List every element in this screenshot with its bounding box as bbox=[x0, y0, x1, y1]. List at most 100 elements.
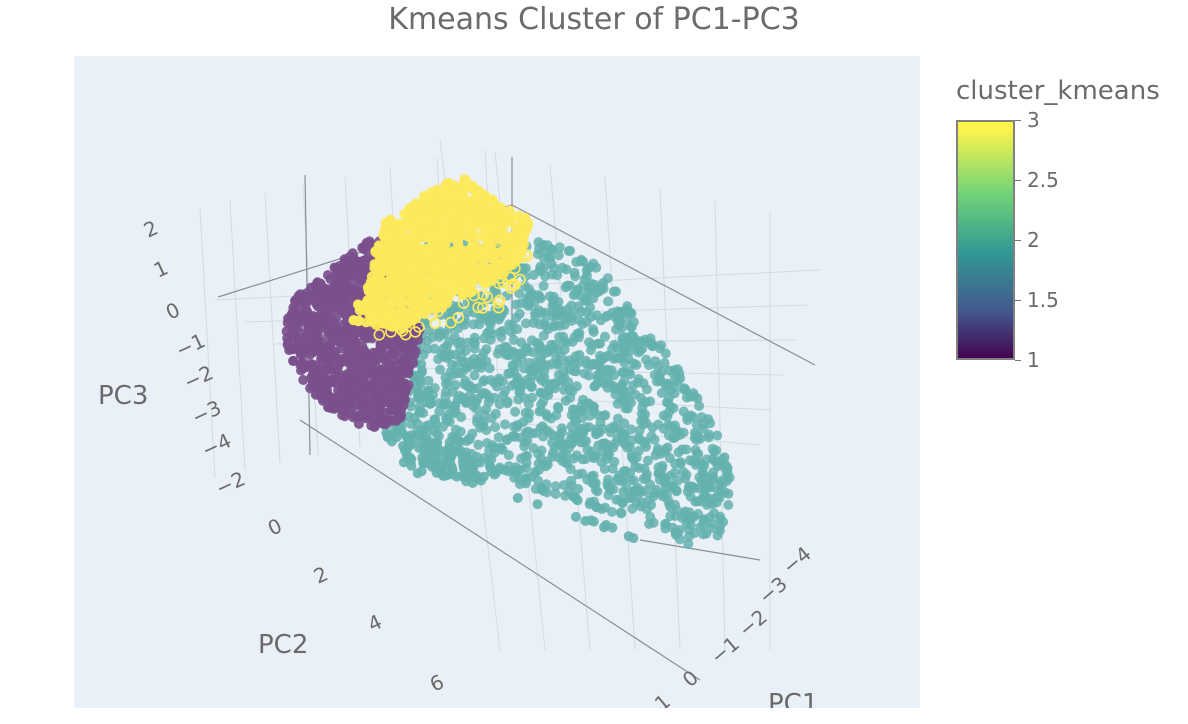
point-cluster-3-ring bbox=[508, 250, 520, 262]
point-cluster-2 bbox=[600, 502, 611, 513]
z-tick-label: −2 bbox=[180, 360, 217, 394]
point-cluster-2 bbox=[441, 413, 452, 424]
point-cluster-2 bbox=[619, 375, 630, 386]
point-cluster-3 bbox=[429, 194, 440, 205]
point-cluster-3-ring bbox=[459, 266, 471, 279]
point-cluster-2 bbox=[715, 521, 725, 532]
point-cluster-2 bbox=[642, 337, 653, 348]
point-cluster-2 bbox=[587, 359, 598, 370]
point-cluster-1 bbox=[303, 312, 314, 323]
point-cluster-2 bbox=[608, 383, 619, 394]
z-tick-label: −1 bbox=[172, 328, 209, 362]
point-cluster-2 bbox=[641, 354, 652, 365]
point-cluster-1 bbox=[372, 399, 383, 410]
point-cluster-2 bbox=[674, 368, 685, 379]
point-cluster-3 bbox=[431, 216, 442, 227]
point-cluster-2 bbox=[601, 454, 612, 465]
point-cluster-2 bbox=[502, 434, 513, 445]
colorbar-tick-mark bbox=[1015, 180, 1021, 181]
point-cluster-3 bbox=[493, 216, 504, 227]
point-cluster-2 bbox=[451, 360, 462, 371]
point-cluster-3-ring bbox=[395, 310, 407, 322]
point-cluster-2 bbox=[617, 498, 628, 508]
x-tick-label: −2 bbox=[734, 604, 772, 641]
point-cluster-2 bbox=[535, 387, 546, 398]
grid-line bbox=[714, 199, 726, 651]
point-cluster-2 bbox=[660, 381, 671, 392]
point-cluster-1 bbox=[323, 324, 334, 334]
x-tick-label: −4 bbox=[778, 541, 816, 578]
point-cluster-1 bbox=[318, 386, 329, 397]
point-cluster-2 bbox=[534, 464, 544, 475]
point-cluster-1 bbox=[311, 360, 322, 371]
point-cluster-2 bbox=[694, 401, 705, 411]
point-cluster-3 bbox=[465, 208, 476, 219]
point-cluster-2 bbox=[572, 328, 583, 339]
point-cluster-2 bbox=[618, 386, 629, 397]
y-tick-label: 4 bbox=[364, 609, 386, 636]
point-cluster-2 bbox=[524, 284, 535, 295]
point-cluster-3-ring bbox=[476, 302, 489, 314]
point-cluster-1 bbox=[366, 420, 377, 431]
point-cluster-1 bbox=[400, 355, 411, 366]
z-tick-label: 0 bbox=[162, 297, 184, 324]
z-tick-label: −4 bbox=[198, 428, 235, 462]
point-cluster-3 bbox=[480, 225, 491, 236]
point-cluster-2 bbox=[536, 484, 547, 495]
point-cluster-2 bbox=[478, 471, 489, 482]
point-cluster-2 bbox=[559, 319, 570, 330]
point-cluster-2 bbox=[536, 375, 547, 386]
point-cluster-3-ring bbox=[429, 317, 441, 329]
point-cluster-2 bbox=[489, 392, 500, 403]
point-cluster-2 bbox=[712, 530, 723, 541]
colorbar-tick-mark bbox=[1015, 120, 1021, 121]
point-cluster-3 bbox=[396, 264, 407, 275]
point-cluster-2 bbox=[484, 325, 495, 336]
point-cluster-2 bbox=[522, 435, 533, 446]
colorbar-tick-mark bbox=[1015, 240, 1021, 241]
point-cluster-3 bbox=[374, 256, 385, 267]
point-cluster-2 bbox=[653, 462, 664, 473]
point-cluster-3 bbox=[430, 206, 441, 216]
point-cluster-2 bbox=[484, 363, 495, 374]
plot-scene-3d[interactable]: PC3 PC2 PC1 2 1 0 −1 −2 −3 −4 −2 0 2 4 6 −4 −3 −2 −1 0 1 bbox=[74, 56, 920, 708]
point-cluster-2 bbox=[576, 254, 587, 265]
point-cluster-2 bbox=[496, 332, 507, 342]
point-cluster-2 bbox=[415, 405, 426, 416]
point-cluster-2 bbox=[420, 449, 431, 460]
point-cluster-3-ring bbox=[382, 305, 395, 318]
point-cluster-2 bbox=[712, 430, 723, 441]
point-cluster-2 bbox=[631, 359, 642, 370]
point-cluster-2 bbox=[618, 342, 629, 353]
point-cluster-2 bbox=[683, 538, 694, 549]
point-cluster-1 bbox=[389, 368, 400, 379]
point-cluster-3-ring bbox=[445, 316, 457, 329]
point-cluster-1 bbox=[318, 314, 329, 325]
point-cluster-2 bbox=[660, 523, 671, 534]
point-cluster-2 bbox=[550, 481, 561, 492]
point-cluster-2 bbox=[582, 270, 592, 281]
point-cluster-1 bbox=[345, 290, 356, 301]
point-cluster-2 bbox=[584, 410, 595, 421]
point-cluster-2 bbox=[427, 390, 438, 401]
point-cluster-2 bbox=[512, 372, 523, 383]
point-cluster-2 bbox=[504, 461, 514, 472]
point-cluster-1 bbox=[347, 248, 358, 259]
point-cluster-2 bbox=[600, 410, 611, 421]
point-cluster-3 bbox=[465, 232, 476, 243]
point-cluster-2 bbox=[560, 439, 571, 450]
point-cluster-2 bbox=[682, 415, 693, 426]
point-cluster-2 bbox=[626, 337, 637, 348]
point-cluster-2 bbox=[622, 442, 633, 453]
point-cluster-2 bbox=[430, 414, 441, 425]
point-cluster-2 bbox=[681, 469, 692, 480]
point-cluster-2 bbox=[603, 296, 613, 307]
point-cluster-3 bbox=[416, 266, 427, 277]
point-cluster-3-ring bbox=[484, 243, 497, 256]
point-cluster-2 bbox=[469, 307, 480, 318]
point-cluster-1 bbox=[323, 402, 333, 413]
point-cluster-3 bbox=[372, 266, 383, 277]
point-cluster-1 bbox=[328, 393, 339, 404]
point-cluster-2 bbox=[431, 428, 442, 439]
point-cluster-2 bbox=[601, 520, 612, 530]
